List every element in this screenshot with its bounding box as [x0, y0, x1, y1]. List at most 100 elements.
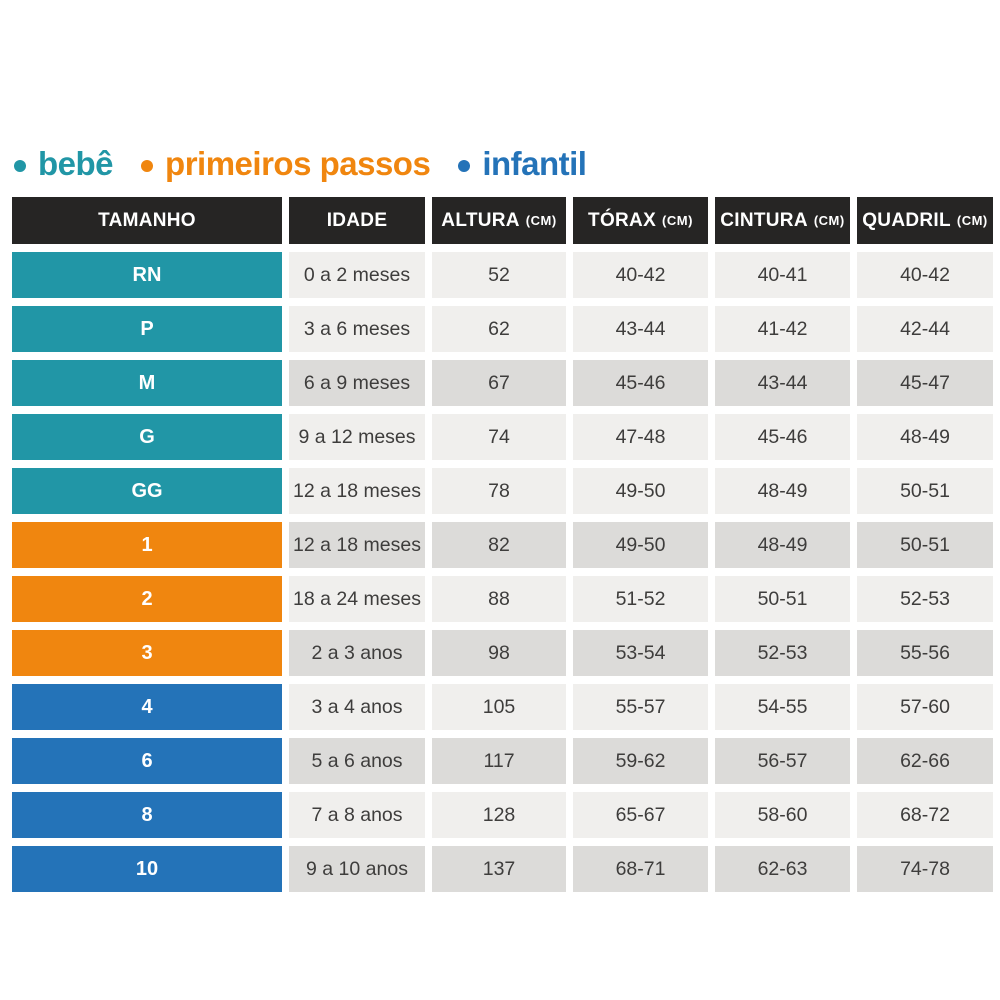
cintura-cell: 50-51 — [715, 576, 850, 622]
quadril-cell: 74-78 — [857, 846, 993, 892]
bullet-dot-icon — [141, 160, 154, 172]
quadril-cell: 42-44 — [857, 306, 993, 352]
size-cell: 1 — [12, 522, 282, 568]
idade-cell: 12 a 18 meses — [289, 522, 425, 568]
cintura-cell: 48-49 — [715, 522, 850, 568]
size-cell: 10 — [12, 846, 282, 892]
column-header-label: TAMANHO — [98, 209, 196, 231]
column-header-label: CINTURA — [720, 209, 808, 231]
cintura-cell: 45-46 — [715, 414, 850, 460]
altura-cell: 105 — [432, 684, 566, 730]
column-header-label: TÓRAX — [588, 209, 657, 231]
torax-cell: 51-52 — [573, 576, 708, 622]
column-header-idade: IDADE — [289, 197, 425, 244]
size-cell: 8 — [12, 792, 282, 838]
size-cell: P — [12, 306, 282, 352]
altura-cell: 74 — [432, 414, 566, 460]
altura-cell: 52 — [432, 252, 566, 298]
column-header-quadril: QUADRIL (CM) — [857, 197, 993, 244]
quadril-cell: 40-42 — [857, 252, 993, 298]
idade-cell: 18 a 24 meses — [289, 576, 425, 622]
cintura-cell: 56-57 — [715, 738, 850, 784]
altura-cell: 88 — [432, 576, 566, 622]
cintura-cell: 48-49 — [715, 468, 850, 514]
cintura-cell: 54-55 — [715, 684, 850, 730]
idade-cell: 12 a 18 meses — [289, 468, 425, 514]
column-header-unit: (CM) — [662, 213, 693, 228]
cintura-cell: 43-44 — [715, 360, 850, 406]
quadril-cell: 50-51 — [857, 522, 993, 568]
size-table: TAMANHO IDADE ALTURA (CM) TÓRAX (CM) CIN… — [12, 197, 993, 892]
torax-cell: 40-42 — [573, 252, 708, 298]
quadril-cell: 57-60 — [857, 684, 993, 730]
column-header-unit: (CM) — [813, 213, 845, 228]
quadril-cell: 48-49 — [857, 414, 993, 460]
torax-cell: 55-57 — [573, 684, 708, 730]
size-cell: G — [12, 414, 282, 460]
altura-cell: 137 — [432, 846, 566, 892]
cintura-cell: 40-41 — [715, 252, 850, 298]
idade-cell: 9 a 10 anos — [289, 846, 425, 892]
idade-cell: 2 a 3 anos — [289, 630, 425, 676]
torax-cell: 47-48 — [573, 414, 708, 460]
idade-cell: 3 a 4 anos — [289, 684, 425, 730]
altura-cell: 98 — [432, 630, 566, 676]
altura-cell: 67 — [432, 360, 566, 406]
cintura-cell: 58-60 — [715, 792, 850, 838]
torax-cell: 49-50 — [573, 522, 708, 568]
torax-cell: 59-62 — [573, 738, 708, 784]
torax-cell: 45-46 — [573, 360, 708, 406]
altura-cell: 82 — [432, 522, 566, 568]
size-cell: M — [12, 360, 282, 406]
legend-label: bebê — [38, 145, 114, 182]
column-header-cintura: CINTURA (CM) — [715, 197, 850, 244]
size-cell: 2 — [12, 576, 282, 622]
idade-cell: 7 a 8 anos — [289, 792, 425, 838]
column-header-tamanho: TAMANHO — [12, 197, 282, 244]
legend: bebê primeiros passos infantil — [14, 142, 991, 186]
size-chart: bebê primeiros passos infantil TAMANHO I… — [12, 142, 993, 892]
quadril-cell: 68-72 — [857, 792, 993, 838]
size-cell: RN — [12, 252, 282, 298]
column-header-label: ALTURA — [441, 209, 520, 231]
legend-label: primeiros passos — [165, 145, 431, 182]
size-cell: GG — [12, 468, 282, 514]
size-cell: 3 — [12, 630, 282, 676]
idade-cell: 0 a 2 meses — [289, 252, 425, 298]
idade-cell: 3 a 6 meses — [289, 306, 425, 352]
legend-label: infantil — [482, 145, 587, 182]
column-header-altura: ALTURA (CM) — [432, 197, 566, 244]
torax-cell: 49-50 — [573, 468, 708, 514]
idade-cell: 6 a 9 meses — [289, 360, 425, 406]
cintura-cell: 62-63 — [715, 846, 850, 892]
torax-cell: 53-54 — [573, 630, 708, 676]
altura-cell: 128 — [432, 792, 566, 838]
altura-cell: 78 — [432, 468, 566, 514]
legend-item-primeiros-passos: primeiros passos — [141, 145, 431, 183]
column-header-torax: TÓRAX (CM) — [573, 197, 708, 244]
torax-cell: 43-44 — [573, 306, 708, 352]
column-header-label: IDADE — [326, 209, 388, 231]
size-cell: 6 — [12, 738, 282, 784]
bullet-dot-icon — [14, 160, 26, 172]
bullet-dot-icon — [458, 160, 471, 172]
column-header-unit: (CM) — [956, 213, 988, 228]
quadril-cell: 52-53 — [857, 576, 993, 622]
torax-cell: 65-67 — [573, 792, 708, 838]
legend-item-bebe: bebê — [14, 145, 114, 183]
size-cell: 4 — [12, 684, 282, 730]
quadril-cell: 62-66 — [857, 738, 993, 784]
column-header-unit: (CM) — [525, 213, 557, 228]
legend-item-infantil: infantil — [458, 145, 587, 183]
idade-cell: 5 a 6 anos — [289, 738, 425, 784]
column-header-label: QUADRIL — [862, 209, 951, 231]
altura-cell: 117 — [432, 738, 566, 784]
altura-cell: 62 — [432, 306, 566, 352]
idade-cell: 9 a 12 meses — [289, 414, 425, 460]
quadril-cell: 55-56 — [857, 630, 993, 676]
cintura-cell: 52-53 — [715, 630, 850, 676]
torax-cell: 68-71 — [573, 846, 708, 892]
quadril-cell: 45-47 — [857, 360, 993, 406]
quadril-cell: 50-51 — [857, 468, 993, 514]
cintura-cell: 41-42 — [715, 306, 850, 352]
